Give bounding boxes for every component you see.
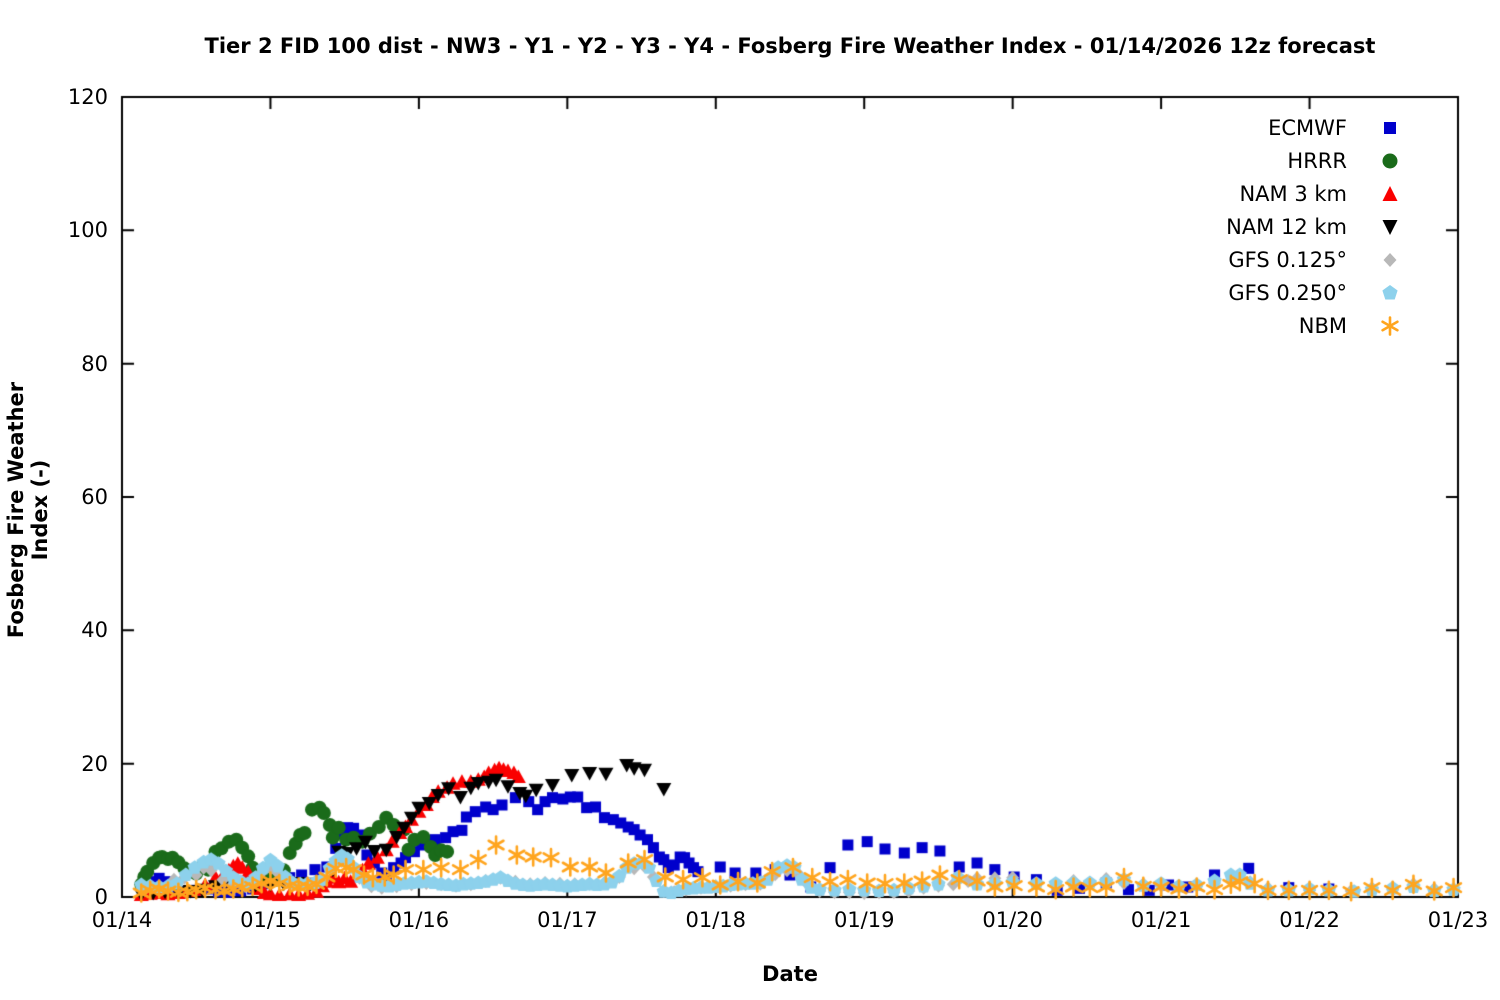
legend-label: GFS 0.125° [1228,247,1347,272]
legend-row: GFS 0.125° [1226,243,1403,276]
x-tick-label: 01/15 [240,908,301,932]
x-tick-label: 01/20 [982,908,1043,932]
square-marker-icon [1384,121,1396,134]
legend-row: GFS 0.250° [1226,276,1403,309]
asterisk-marker-icon [1381,315,1399,336]
diamond-marker-icon [1383,252,1397,267]
y-tick-label: 20 [81,751,108,776]
legend-label: NAM 3 km [1239,181,1347,206]
legend-label: ECMWF [1268,115,1347,140]
legend-label: NBM [1298,313,1347,338]
legend-label: GFS 0.250° [1228,280,1347,305]
x-tick-label: 01/18 [685,908,747,932]
y-tick-label: 100 [67,218,108,243]
legend-label: NAM 12 km [1226,214,1347,239]
legend-row: NBM [1226,309,1403,342]
y-tick-label: 120 [67,85,108,109]
y-tick-label: 40 [81,618,108,643]
x-tick-label: 01/14 [91,908,153,932]
legend-row: NAM 12 km [1226,210,1403,243]
legend-row: HRRR [1226,144,1403,177]
x-tick-label: 01/23 [1427,908,1489,932]
legend-row: NAM 3 km [1226,177,1403,210]
x-tick-label: 01/22 [1279,908,1340,932]
y-tick-label: 0 [94,885,108,909]
legend-label: HRRR [1287,148,1347,173]
y-tick-label: 80 [81,351,108,376]
x-tick-label: 01/16 [388,908,450,932]
triangle-up-marker-icon [1382,185,1398,201]
triangle-down-marker-icon [1382,219,1398,235]
chart-title: Tier 2 FID 100 dist - NW3 - Y1 - Y2 - Y3… [204,34,1376,58]
pentagon-marker-icon [1382,284,1398,299]
legend-row: ECMWF [1226,111,1403,144]
x-tick-label: 01/19 [833,908,895,932]
x-tick-label: 01/17 [537,908,598,932]
y-tick-label: 60 [81,485,108,509]
x-axis-label: Date [762,962,818,986]
legend: ECMWF HRRR NAM 3 km NAM 12 km GFS 0.125° GFS … [1226,111,1403,342]
x-tick-label: 01/21 [1130,908,1192,932]
circle-marker-icon [1382,153,1398,168]
